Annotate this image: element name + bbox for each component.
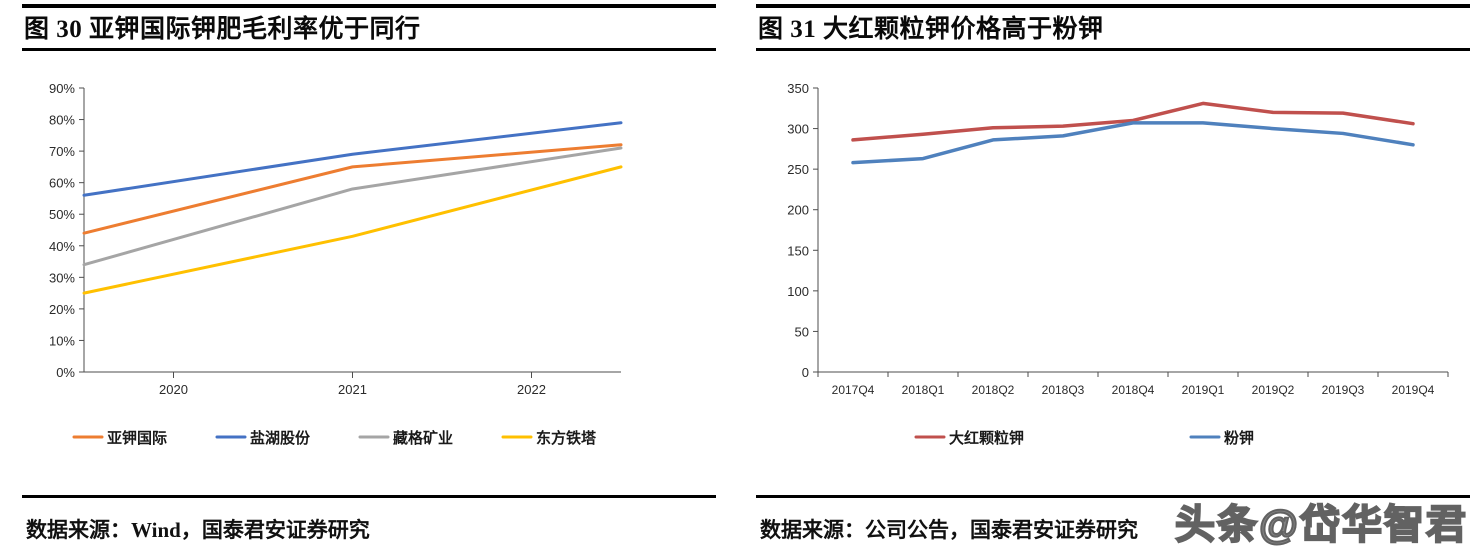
legend-label: 大红颗粒钾 — [949, 429, 1024, 447]
svg-text:2018Q3: 2018Q3 — [1042, 383, 1085, 397]
panel-source-rule — [22, 495, 716, 498]
svg-text:150: 150 — [787, 243, 809, 258]
svg-text:2018Q2: 2018Q2 — [972, 383, 1015, 397]
line-chart-potash-price: 0 50 100 150 200 250 300 350 2017Q4 2018Q1 2018Q2 2… — [787, 81, 1449, 447]
panel-top-rule — [756, 4, 1470, 8]
figure-panel-30: 图 30 亚钾国际钾肥毛利率优于同行 0% 10% 20% 30% 40% 50% 60% 7… — [22, 4, 716, 542]
source-note-left: 数据来源：Wind，国泰君安证券研究 — [26, 518, 370, 542]
legend-label: 亚钾国际 — [107, 429, 167, 447]
svg-text:2019Q4: 2019Q4 — [1392, 383, 1435, 397]
svg-text:50%: 50% — [49, 207, 75, 222]
legend-item[interactable]: 盐湖股份 — [215, 429, 311, 447]
figure-panel-31: 图 31 大红颗粒钾价格高于粉钾 0 50 100 150 200 250 300 350 20… — [738, 0, 1476, 556]
page-title-right: 图 31 大红颗粒钾价格高于粉钾 — [758, 16, 1104, 43]
svg-text:2019Q1: 2019Q1 — [1182, 383, 1225, 397]
svg-text:50: 50 — [795, 324, 809, 339]
svg-text:60%: 60% — [49, 176, 75, 191]
legend-item[interactable]: 大红颗粒钾 — [914, 429, 1024, 447]
page-title-left: 图 30 亚钾国际钾肥毛利率优于同行 — [24, 16, 421, 43]
panel-top-rule — [22, 4, 716, 8]
chart-right: 0 50 100 150 200 250 300 350 2017Q4 2018Q1 2018Q2 2… — [756, 52, 1470, 492]
legend-item[interactable]: 粉钾 — [1189, 429, 1254, 447]
legend-label: 盐湖股份 — [250, 429, 311, 447]
legend-label: 藏格矿业 — [393, 429, 453, 447]
svg-text:40%: 40% — [49, 239, 75, 254]
svg-text:2021: 2021 — [338, 382, 367, 397]
chart-left: 0% 10% 20% 30% 40% 50% 60% 70% 80% 90% 2020 2021 202… — [22, 52, 716, 492]
line-chart-gross-margin: 0% 10% 20% 30% 40% 50% 60% 70% 80% 90% 2020 2021 202… — [49, 81, 623, 447]
svg-text:2018Q1: 2018Q1 — [902, 383, 945, 397]
svg-text:2018Q4: 2018Q4 — [1112, 383, 1155, 397]
svg-text:2020: 2020 — [159, 382, 188, 397]
svg-text:10%: 10% — [49, 333, 75, 348]
legend-item[interactable]: 东方铁塔 — [501, 429, 597, 447]
svg-text:2022: 2022 — [517, 382, 546, 397]
panel-source-rule — [756, 495, 1470, 498]
legend-label: 东方铁塔 — [536, 429, 597, 447]
svg-text:20%: 20% — [49, 302, 75, 317]
svg-text:30%: 30% — [49, 270, 75, 285]
svg-text:2017Q4: 2017Q4 — [832, 383, 875, 397]
legend-item[interactable]: 亚钾国际 — [72, 429, 167, 447]
svg-text:90%: 90% — [49, 81, 75, 96]
svg-text:2019Q3: 2019Q3 — [1322, 383, 1365, 397]
svg-text:0%: 0% — [56, 365, 75, 380]
svg-text:100: 100 — [787, 284, 809, 299]
legend-item[interactable]: 藏格矿业 — [358, 429, 453, 447]
legend-label: 粉钾 — [1224, 429, 1254, 447]
svg-text:2019Q2: 2019Q2 — [1252, 383, 1295, 397]
source-note-right: 数据来源：公司公告，国泰君安证券研究 — [760, 518, 1138, 542]
svg-text:300: 300 — [787, 122, 809, 137]
panel-title-rule — [756, 48, 1470, 51]
svg-text:80%: 80% — [49, 113, 75, 128]
svg-text:250: 250 — [787, 162, 809, 177]
svg-text:350: 350 — [787, 81, 809, 96]
svg-text:200: 200 — [787, 203, 809, 218]
svg-text:0: 0 — [802, 365, 809, 380]
svg-text:70%: 70% — [49, 144, 75, 159]
panel-title-rule — [22, 48, 716, 51]
